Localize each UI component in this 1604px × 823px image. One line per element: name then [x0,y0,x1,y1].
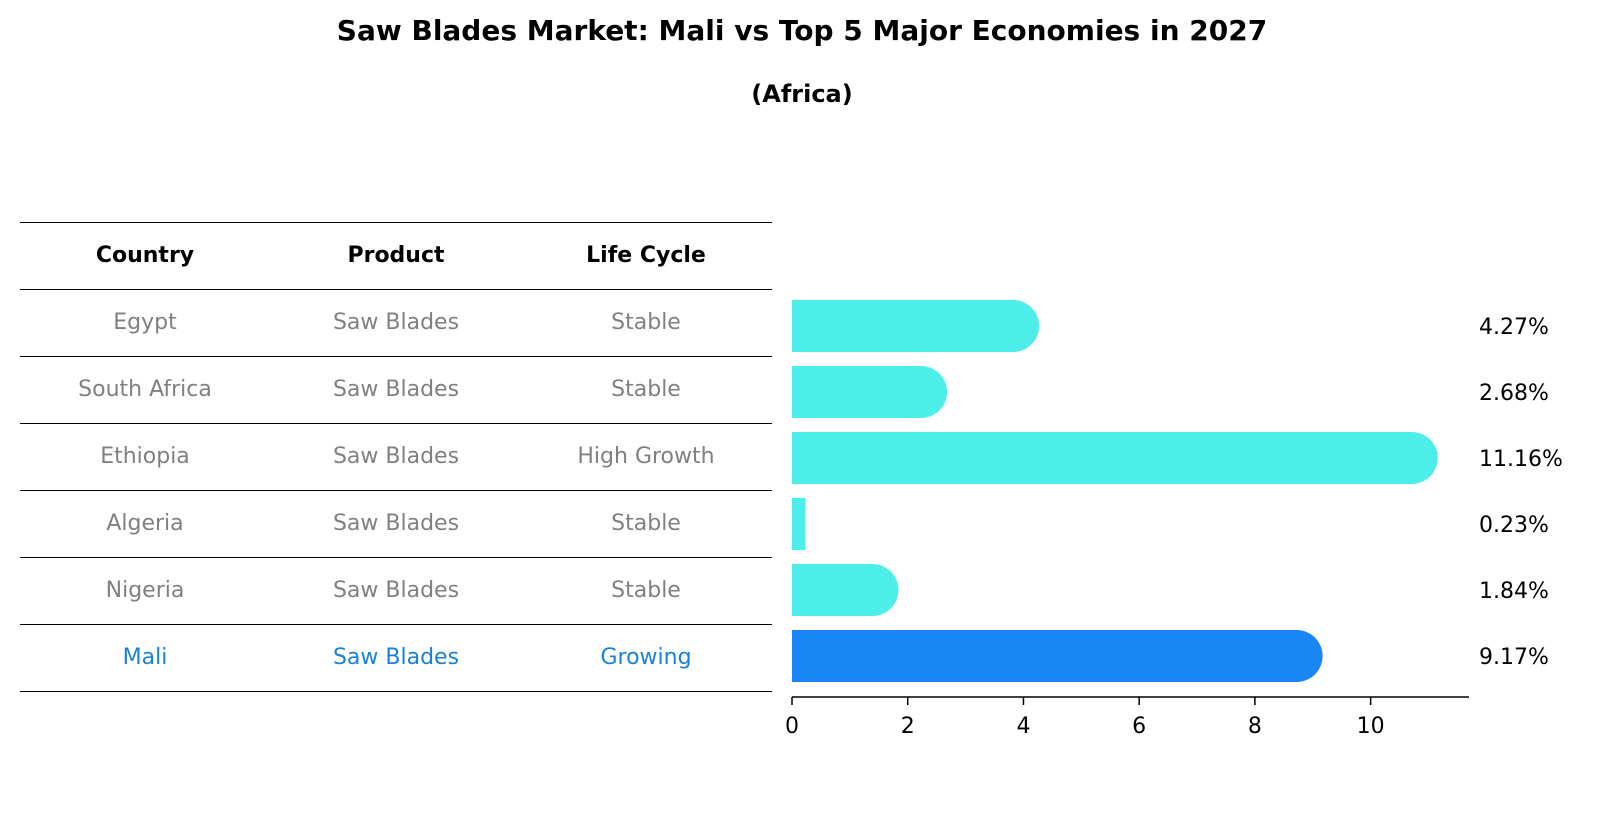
cell-country: Nigeria [105,578,185,603]
cell-product: Saw Blades [332,578,460,603]
x-tick-label: 4 [1016,714,1030,739]
cell-product: Saw Blades [332,310,460,335]
cell-country: Mali [122,645,168,670]
cell-country: Algeria [106,511,184,536]
header-product: Product [347,243,445,268]
bar-value-label: 2.68% [1479,381,1549,406]
table-row-highlight: Mali Saw Blades Growing [20,624,772,692]
bar [792,630,1323,682]
data-table: Country Product Life Cycle Egypt Saw Bla… [20,222,772,692]
bar-value-label: 11.16% [1479,447,1563,472]
x-tick-label: 10 [1357,714,1385,739]
x-tick-label: 0 [785,714,799,739]
bar-value-label: 9.17% [1479,645,1549,670]
bar [792,432,1438,484]
cell-product: Saw Blades [332,645,460,670]
x-tick-label: 6 [1132,714,1146,739]
bar [792,564,899,616]
chart-subtitle: (Africa) [751,80,853,108]
cell-life-cycle: Growing [600,645,692,670]
bar-value-label: 1.84% [1479,579,1549,604]
cell-country: Ethiopia [100,444,190,469]
cell-country: South Africa [78,377,212,402]
cell-life-cycle: Stable [611,578,681,603]
table-row: Nigeria Saw Blades Stable [20,557,772,624]
cell-country: Egypt [113,310,177,335]
bar-value-label: 0.23% [1479,513,1549,538]
table-row: Ethiopia Saw Blades High Growth [20,423,772,490]
bar [792,366,948,418]
bar-value-label: 4.27% [1479,315,1549,340]
x-tick-label: 8 [1248,714,1262,739]
header-country: Country [95,243,195,268]
cell-life-cycle: Stable [611,377,681,402]
bar [792,498,806,550]
table-header-row: Country Product Life Cycle [20,222,772,289]
bar [792,300,1040,352]
table-row: Egypt Saw Blades Stable [20,289,772,356]
cell-life-cycle: High Growth [577,444,715,469]
table-row: South Africa Saw Blades Stable [20,356,772,423]
cell-product: Saw Blades [332,444,460,469]
cell-life-cycle: Stable [611,511,681,536]
cell-life-cycle: Stable [611,310,681,335]
header-life-cycle: Life Cycle [586,243,706,268]
cell-product: Saw Blades [332,511,460,536]
cell-product: Saw Blades [332,377,460,402]
chart-title: Saw Blades Market: Mali vs Top 5 Major E… [336,14,1268,47]
x-tick-label: 2 [901,714,915,739]
table-row: Algeria Saw Blades Stable [20,490,772,557]
